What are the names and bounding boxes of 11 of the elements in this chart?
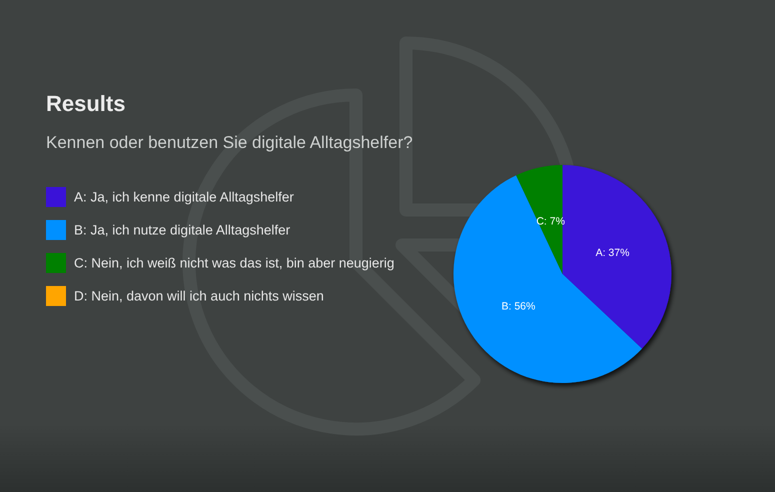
pie-slice bbox=[516, 165, 562, 274]
legend-label: C: Nein, ich weiß nicht was das ist, bin aber neugierig bbox=[74, 256, 394, 271]
legend-label: B: Ja, ich nutze digitale Alltagshelfer bbox=[74, 222, 291, 238]
pie-slice bbox=[562, 165, 672, 349]
data-label: A: 37% bbox=[596, 247, 630, 260]
legend-label: D: Nein, davon will ich auch nichts wissen bbox=[74, 288, 324, 304]
data-label: B: 56% bbox=[501, 300, 536, 313]
legend-label: A: Ja, ich kenne digitale Alltagshelfer bbox=[74, 190, 294, 205]
chart-title: Results bbox=[46, 91, 126, 116]
pie-slice bbox=[454, 175, 642, 383]
chart-subtitle: Kennen oder benutzen Sie digitale Alltagshelfer? bbox=[46, 133, 413, 152]
